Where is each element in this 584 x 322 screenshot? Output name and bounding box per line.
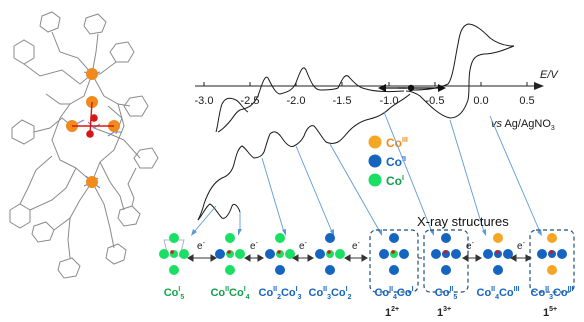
- state-label-8: CoII3CoIII: [531, 286, 574, 301]
- tick-label: -0.5: [426, 95, 445, 107]
- legend-label-co3: CoIII: [386, 136, 408, 150]
- state-label-2: CoIICoI4: [210, 286, 249, 301]
- legend-swatch-co2: [368, 154, 382, 168]
- electron-label: e-: [466, 240, 475, 252]
- cluster-2: [215, 233, 245, 275]
- cluster-8: [537, 233, 567, 275]
- cv-trace-reduction: [197, 67, 411, 221]
- cluster-6: [431, 233, 461, 275]
- state-label-1: CoI5: [164, 286, 185, 301]
- oxidation-state-labels: CoI5 CoIICoI4 CoII2CoI3 CoII3CoI2 CoII4CoI Co…: [164, 286, 574, 301]
- tick-label: -1.5: [333, 95, 352, 107]
- axis-label: E/V: [540, 69, 559, 81]
- tick-label: -2.0: [287, 95, 306, 107]
- charge-label: 12+: [385, 306, 399, 319]
- pointer-heads: [191, 229, 542, 236]
- charge-label: 13+: [437, 306, 451, 319]
- electron-labels: e- e- e- e- e- e-: [197, 240, 526, 252]
- cobalt-atoms: [66, 68, 120, 188]
- cv-trace-oxidation: [405, 23, 515, 119]
- peak-pointers: [193, 111, 541, 233]
- state-label-6: CoII5: [435, 286, 458, 301]
- cluster-1: [159, 233, 189, 275]
- xray-structures-title: X-ray structures: [417, 214, 509, 229]
- tick-label: -1.0: [380, 95, 399, 107]
- tick-label: 0.0: [473, 95, 488, 107]
- potential-axis: -3.0 -2.5 -2.0 -1.5 -1.0 -0.5 0.0 0.5 E/…: [195, 69, 560, 132]
- legend: CoIII CoII CoI: [368, 135, 408, 188]
- cluster-5: [379, 233, 409, 275]
- reference-electrode-label: vs Ag/AgNO3: [491, 118, 555, 132]
- cluster-row: [159, 233, 567, 275]
- electron-label: e-: [517, 240, 526, 252]
- state-label-7: CoII4CoIII: [477, 286, 520, 301]
- charge-label: 15+: [543, 306, 557, 319]
- cluster-7: [483, 233, 513, 275]
- electron-transfer-arrows: [187, 254, 532, 262]
- charge-labels: 12+ 13+ 15+: [385, 306, 557, 319]
- state-label-4: CoII3CoI2: [309, 286, 352, 301]
- electron-label: e-: [250, 240, 259, 252]
- tick-label: 0.5: [519, 95, 534, 107]
- legend-swatch-co3: [368, 135, 382, 149]
- electron-label: e-: [197, 240, 206, 252]
- electron-label: e-: [352, 240, 361, 252]
- legend-swatch-co1: [368, 173, 382, 187]
- legend-label-co1: CoI: [386, 174, 404, 188]
- state-label-3: CoII2CoI3: [259, 286, 302, 301]
- electron-label: e-: [299, 240, 308, 252]
- scan-direction: [378, 84, 446, 92]
- cluster-4: [315, 233, 345, 275]
- molecular-structure: [9, 11, 159, 279]
- tick-label: -2.5: [241, 95, 260, 107]
- state-label-5: CoII4CoI: [374, 286, 413, 301]
- legend-label-co2: CoII: [386, 155, 406, 169]
- tick-label: -3.0: [195, 95, 214, 107]
- cluster-3: [265, 233, 295, 275]
